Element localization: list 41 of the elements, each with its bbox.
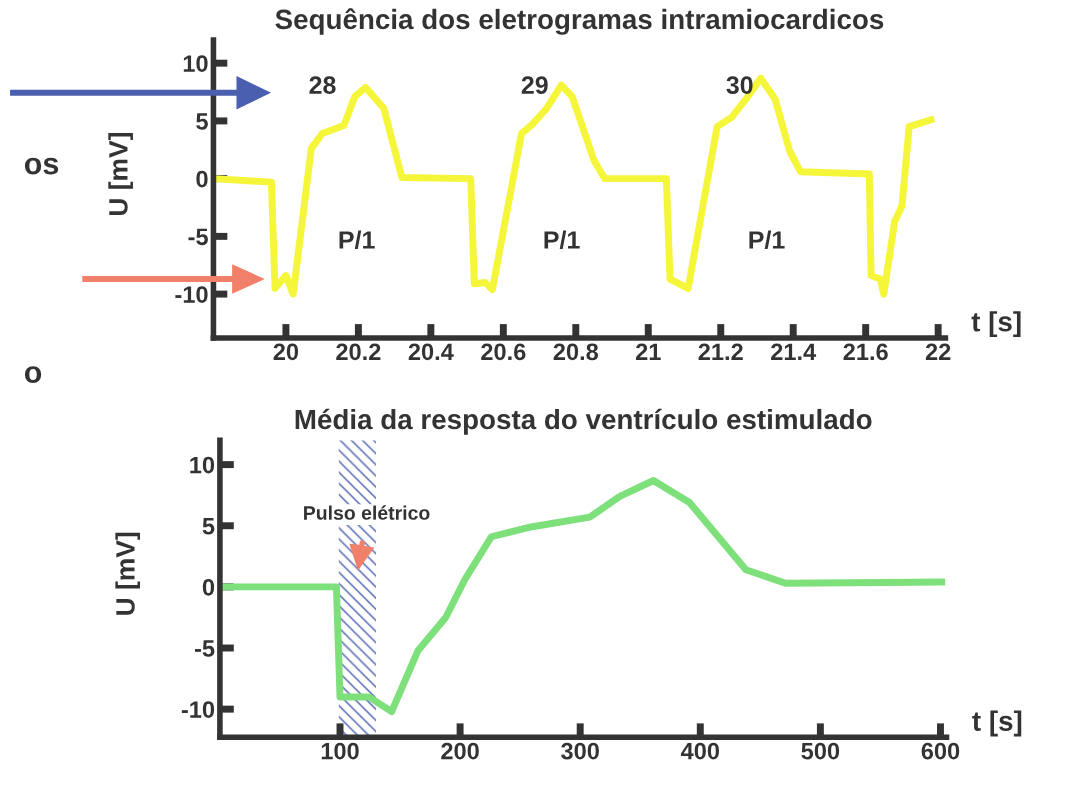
- annotation: 30: [726, 76, 753, 94]
- y-axis-title: U [mV]: [108, 133, 133, 216]
- y-tick-label: -5: [194, 640, 215, 657]
- x-tick-label: 20.2: [336, 343, 381, 361]
- y-tick-label: 0: [196, 170, 208, 188]
- y-tick-label: 5: [196, 113, 208, 130]
- x-tick-label: 500: [801, 742, 840, 760]
- x-tick-label: 20.8: [553, 343, 599, 361]
- x-tick-label: 20.6: [481, 343, 526, 361]
- y-tick-label: 0: [202, 578, 215, 596]
- x-tick-label: 200: [441, 742, 479, 760]
- chart-title: Média da resposta do ventrículo estimulado: [295, 408, 872, 435]
- y-tick-label: 5: [202, 518, 215, 535]
- x-tick-label: 20: [273, 343, 299, 361]
- x-tick-label: 100: [321, 742, 359, 760]
- y-tick-label: -10: [175, 286, 208, 303]
- y-tick-label: -10: [181, 701, 215, 718]
- annotation: 28: [309, 76, 336, 94]
- x-tick-label: 21.2: [698, 343, 743, 360]
- x-tick-label: 600: [921, 742, 960, 760]
- text: o: [24, 366, 42, 383]
- x-axis-title: t [s]: [971, 311, 1021, 338]
- annotation: P/1: [544, 230, 580, 250]
- annotation: P/1: [339, 230, 375, 250]
- x-tick-label: 21.6: [843, 343, 888, 361]
- x-tick-label: 21.4: [771, 343, 817, 360]
- y-tick-label: 10: [183, 55, 208, 72]
- y-tick-label: -5: [188, 228, 208, 246]
- chart-title: Sequência dos eletrogramas intramiocardicos: [275, 8, 884, 35]
- y-tick-label: 10: [190, 456, 215, 474]
- x-tick-label: 300: [561, 742, 599, 760]
- x-tick-label: 21: [635, 343, 661, 360]
- x-tick-label: 400: [680, 742, 720, 760]
- x-tick-label: 22: [925, 343, 951, 360]
- annotation: P/1: [749, 230, 785, 250]
- x-axis-title: t [s]: [972, 710, 1022, 737]
- x-tick-label: 20.4: [408, 343, 454, 361]
- y-axis-title: U [mV]: [115, 532, 140, 615]
- annotation: 29: [521, 76, 548, 94]
- text: os: [24, 157, 59, 175]
- band-label: Pulso elétrico: [304, 505, 430, 520]
